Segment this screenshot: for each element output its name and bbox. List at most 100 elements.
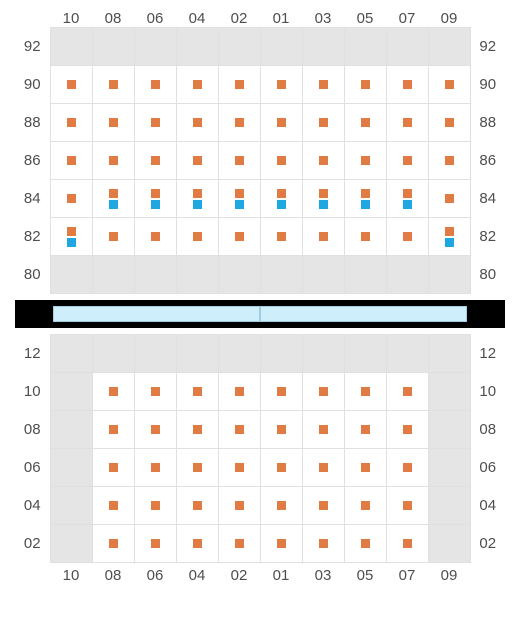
seat[interactable] [387, 373, 429, 411]
seat[interactable] [51, 142, 93, 180]
seat[interactable] [93, 66, 135, 104]
seat[interactable] [387, 142, 429, 180]
seat[interactable] [261, 142, 303, 180]
seat-marker-primary [445, 194, 454, 203]
seat[interactable] [303, 66, 345, 104]
seat[interactable] [93, 373, 135, 411]
seat[interactable] [93, 180, 135, 218]
seat[interactable] [261, 525, 303, 563]
seat[interactable] [177, 104, 219, 142]
seat[interactable] [387, 449, 429, 487]
bottom-row-labels-left: 121008060402 [15, 334, 50, 563]
seat[interactable] [219, 487, 261, 525]
seat[interactable] [387, 218, 429, 256]
seat[interactable] [135, 218, 177, 256]
seat[interactable] [135, 487, 177, 525]
seat[interactable] [345, 218, 387, 256]
seat[interactable] [261, 66, 303, 104]
seat[interactable] [303, 411, 345, 449]
seat[interactable] [429, 104, 471, 142]
seat-marker-primary [109, 232, 118, 241]
seat[interactable] [261, 104, 303, 142]
seat[interactable] [93, 449, 135, 487]
seat[interactable] [177, 180, 219, 218]
seat[interactable] [219, 142, 261, 180]
seat[interactable] [135, 449, 177, 487]
seat[interactable] [177, 66, 219, 104]
seat[interactable] [135, 66, 177, 104]
seat[interactable] [177, 373, 219, 411]
seat[interactable] [303, 218, 345, 256]
seat[interactable] [177, 218, 219, 256]
seat-marker-primary [277, 189, 286, 198]
seat[interactable] [177, 142, 219, 180]
seat[interactable] [219, 218, 261, 256]
seat[interactable] [177, 525, 219, 563]
seat[interactable] [219, 373, 261, 411]
seat[interactable] [219, 525, 261, 563]
seat[interactable] [219, 180, 261, 218]
seat-inactive [51, 525, 93, 563]
seat[interactable] [303, 449, 345, 487]
seat-marker-primary [277, 118, 286, 127]
seat[interactable] [219, 104, 261, 142]
seat[interactable] [93, 104, 135, 142]
seat[interactable] [135, 104, 177, 142]
seat[interactable] [135, 142, 177, 180]
seat[interactable] [387, 104, 429, 142]
seat[interactable] [93, 525, 135, 563]
seat[interactable] [345, 525, 387, 563]
seat[interactable] [135, 373, 177, 411]
seat[interactable] [429, 218, 471, 256]
seat[interactable] [387, 180, 429, 218]
seat[interactable] [429, 180, 471, 218]
seat[interactable] [303, 373, 345, 411]
seat[interactable] [261, 449, 303, 487]
seat[interactable] [303, 525, 345, 563]
seat[interactable] [387, 411, 429, 449]
seat[interactable] [219, 66, 261, 104]
seat[interactable] [219, 449, 261, 487]
seat[interactable] [177, 487, 219, 525]
seat[interactable] [345, 411, 387, 449]
seat[interactable] [387, 487, 429, 525]
seat[interactable] [261, 180, 303, 218]
seat[interactable] [261, 487, 303, 525]
seat[interactable] [387, 525, 429, 563]
seat[interactable] [345, 449, 387, 487]
seat[interactable] [177, 411, 219, 449]
seat[interactable] [93, 218, 135, 256]
seat[interactable] [51, 104, 93, 142]
seat[interactable] [429, 142, 471, 180]
seat[interactable] [135, 180, 177, 218]
seat[interactable] [93, 142, 135, 180]
seat[interactable] [345, 373, 387, 411]
seat[interactable] [261, 218, 303, 256]
seat[interactable] [261, 411, 303, 449]
seat[interactable] [429, 66, 471, 104]
seat-marker-primary [403, 387, 412, 396]
seat-marker-primary [403, 463, 412, 472]
seat[interactable] [345, 180, 387, 218]
seat[interactable] [303, 104, 345, 142]
seat[interactable] [93, 487, 135, 525]
seat[interactable] [303, 142, 345, 180]
seat[interactable] [135, 525, 177, 563]
seat[interactable] [387, 66, 429, 104]
seat[interactable] [345, 142, 387, 180]
seat[interactable] [303, 180, 345, 218]
seat[interactable] [51, 218, 93, 256]
seat[interactable] [345, 487, 387, 525]
seat[interactable] [261, 373, 303, 411]
seat[interactable] [303, 487, 345, 525]
seat[interactable] [177, 449, 219, 487]
seat[interactable] [219, 411, 261, 449]
seat[interactable] [51, 66, 93, 104]
seat[interactable] [135, 411, 177, 449]
seat-inactive [303, 335, 345, 373]
seat[interactable] [345, 104, 387, 142]
seat-marker-primary [319, 501, 328, 510]
seat[interactable] [345, 66, 387, 104]
seat[interactable] [93, 411, 135, 449]
seat[interactable] [51, 180, 93, 218]
